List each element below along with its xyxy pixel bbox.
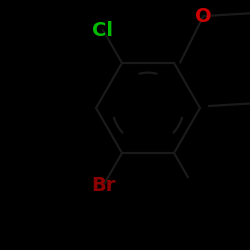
Text: Br: Br [91,176,115,196]
Text: Cl: Cl [92,20,114,40]
Text: O: O [195,6,212,26]
